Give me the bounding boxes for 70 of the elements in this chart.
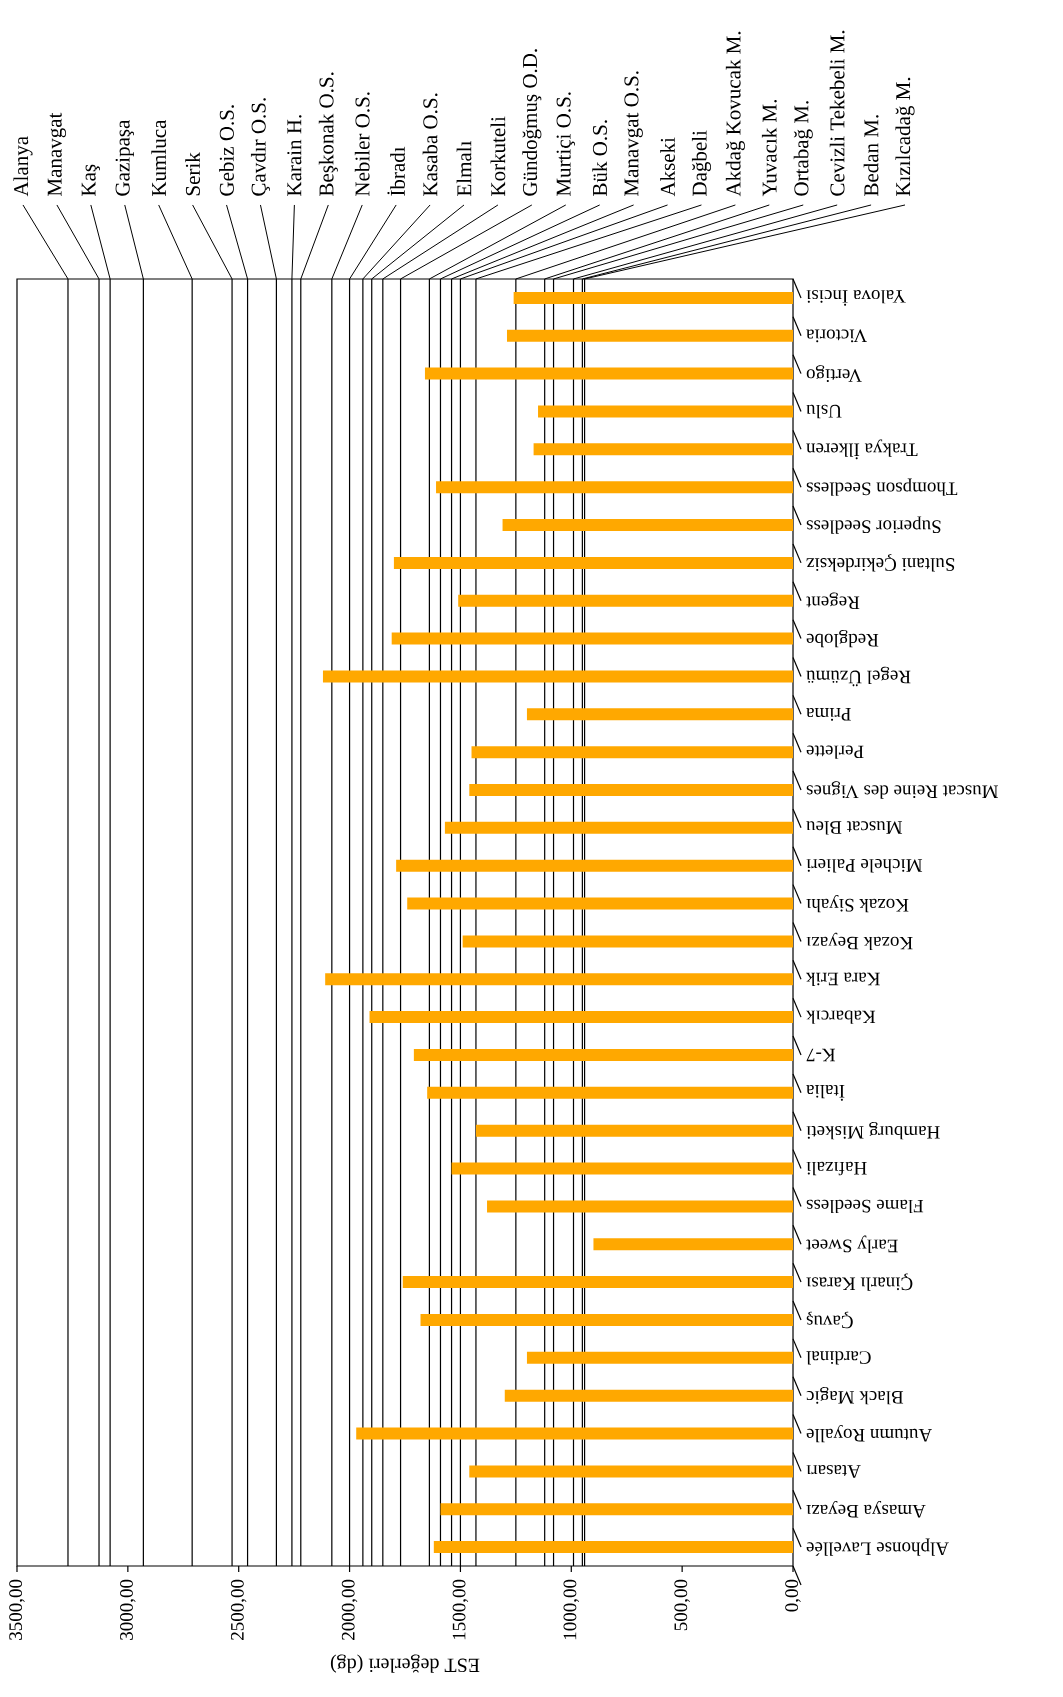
y-tick-label: Kara Erik — [806, 972, 880, 986]
ref-line-label: İbradı — [387, 146, 405, 196]
ref-line-label: Gazipaşa — [115, 119, 134, 196]
y-tick-label: Amasya Beyazı — [806, 1500, 926, 1518]
y-tick-label: İtalia — [806, 1084, 845, 1101]
y-tick-label: Flame Seedless — [806, 1199, 924, 1214]
ref-line-label: Alanya — [13, 136, 33, 197]
ref-line-label: Kızılcadağ M. — [895, 77, 915, 196]
ref-line-label: Cevizli Tekebeli M. — [829, 30, 845, 196]
y-tick-label: K-7 — [806, 1048, 836, 1062]
y-tick-label: Çinarlı Karası — [806, 1273, 913, 1291]
y-tick-label: Kozak Siyahı — [806, 894, 909, 913]
y-tick-label: Early Sweet — [806, 1235, 898, 1253]
x-tick-label: 500,00 — [674, 1579, 690, 1631]
ref-line-label: Elmalı — [456, 140, 472, 196]
y-tick-label: Thompson Seedless — [806, 478, 958, 496]
x-tick-label: 3000,00 — [120, 1579, 136, 1640]
ref-line-label: Kumluca — [151, 119, 167, 196]
ref-line-label: Murtiçi O.S. — [556, 92, 575, 196]
y-tick-label: Superior Seedless — [806, 516, 941, 534]
ref-line-label: Akdağ Kovucak M. — [725, 31, 745, 197]
ref-line-label: Kasaba O.S. — [422, 93, 438, 196]
y-tick-label: Vertigo — [806, 365, 862, 382]
ref-line-label: Gebiz O.S. — [219, 105, 234, 196]
y-tick-label: Hamburg Misketi — [806, 1122, 940, 1140]
y-tick-label: Atasarı — [806, 1465, 861, 1478]
x-tick-label: 2000,00 — [341, 1579, 358, 1640]
x-tick-label: 3500,00 — [9, 1579, 25, 1640]
x-axis-title: EST değerleri (dg) — [330, 1654, 480, 1673]
y-tick-label: Regent — [806, 592, 860, 609]
x-tick-label: 2500,00 — [230, 1579, 247, 1640]
ref-line-label: Akseki — [660, 137, 675, 197]
y-tick-label: Prima — [806, 707, 851, 721]
y-tick-label: Trakya İlkeren — [806, 439, 918, 460]
ref-line-label: Beşkonak O.S. — [318, 72, 338, 196]
ref-line-label: Yuvacık M. — [761, 99, 777, 197]
y-tick-label: Autumn Royalle — [806, 1424, 932, 1443]
ref-line-label: Dağbeli — [691, 130, 712, 196]
ref-line-label: Serik — [185, 152, 201, 196]
y-tick-label: Redglobe — [806, 629, 879, 648]
y-tick-label: Michele Palieri — [806, 859, 923, 873]
y-tick-label: Kabarcık — [806, 1010, 876, 1024]
y-tick-label: Yalova İncisi — [806, 289, 906, 306]
ref-line-label: Kaş — [81, 164, 100, 196]
y-tick-label: Black Magic — [806, 1387, 904, 1405]
y-tick-label: Hafızali — [806, 1161, 867, 1176]
ref-line-label: Korkuteli — [490, 116, 506, 196]
y-tick-label: Çavuş — [806, 1311, 853, 1329]
x-tick-label: 1000,00 — [563, 1579, 580, 1640]
ref-line-label: Manavgat — [47, 112, 67, 196]
y-tick-label: Victoria — [806, 329, 867, 343]
ref-line-label: Çavdır O.S. — [250, 98, 270, 196]
ref-line-label: Ortabağ M. — [793, 101, 813, 196]
y-tick-label: Kozak Beyazı — [806, 932, 913, 951]
x-tick-label: 1500,00 — [452, 1579, 469, 1640]
y-tick-label: Cardinal — [806, 1351, 871, 1365]
ref-line-label: Gündoğmuş O.D. — [522, 49, 542, 196]
ref-line-label: Manavgat O.S. — [624, 71, 643, 196]
y-tick-label: Regel Üzümü — [806, 666, 911, 687]
y-tick-label: Sultani Çekirdeksiz — [806, 554, 955, 572]
ref-line-label: Bük O.S. — [592, 120, 608, 196]
ref-line-label: Bedan M. — [863, 115, 879, 196]
y-tick-label: Muscat Reine des Vignes — [806, 781, 998, 799]
ref-line-label: Karain H. — [287, 115, 302, 196]
y-tick-label: Muscat Bleu — [806, 821, 903, 835]
y-tick-label: Alphonse Lavellée — [806, 1538, 949, 1556]
y-tick-label: Uslu — [806, 404, 842, 419]
x-tick-label: 0,00 — [785, 1579, 801, 1612]
ref-line-label: Nebiler O.S. — [354, 92, 370, 196]
y-tick-label: Perlette — [806, 745, 864, 759]
